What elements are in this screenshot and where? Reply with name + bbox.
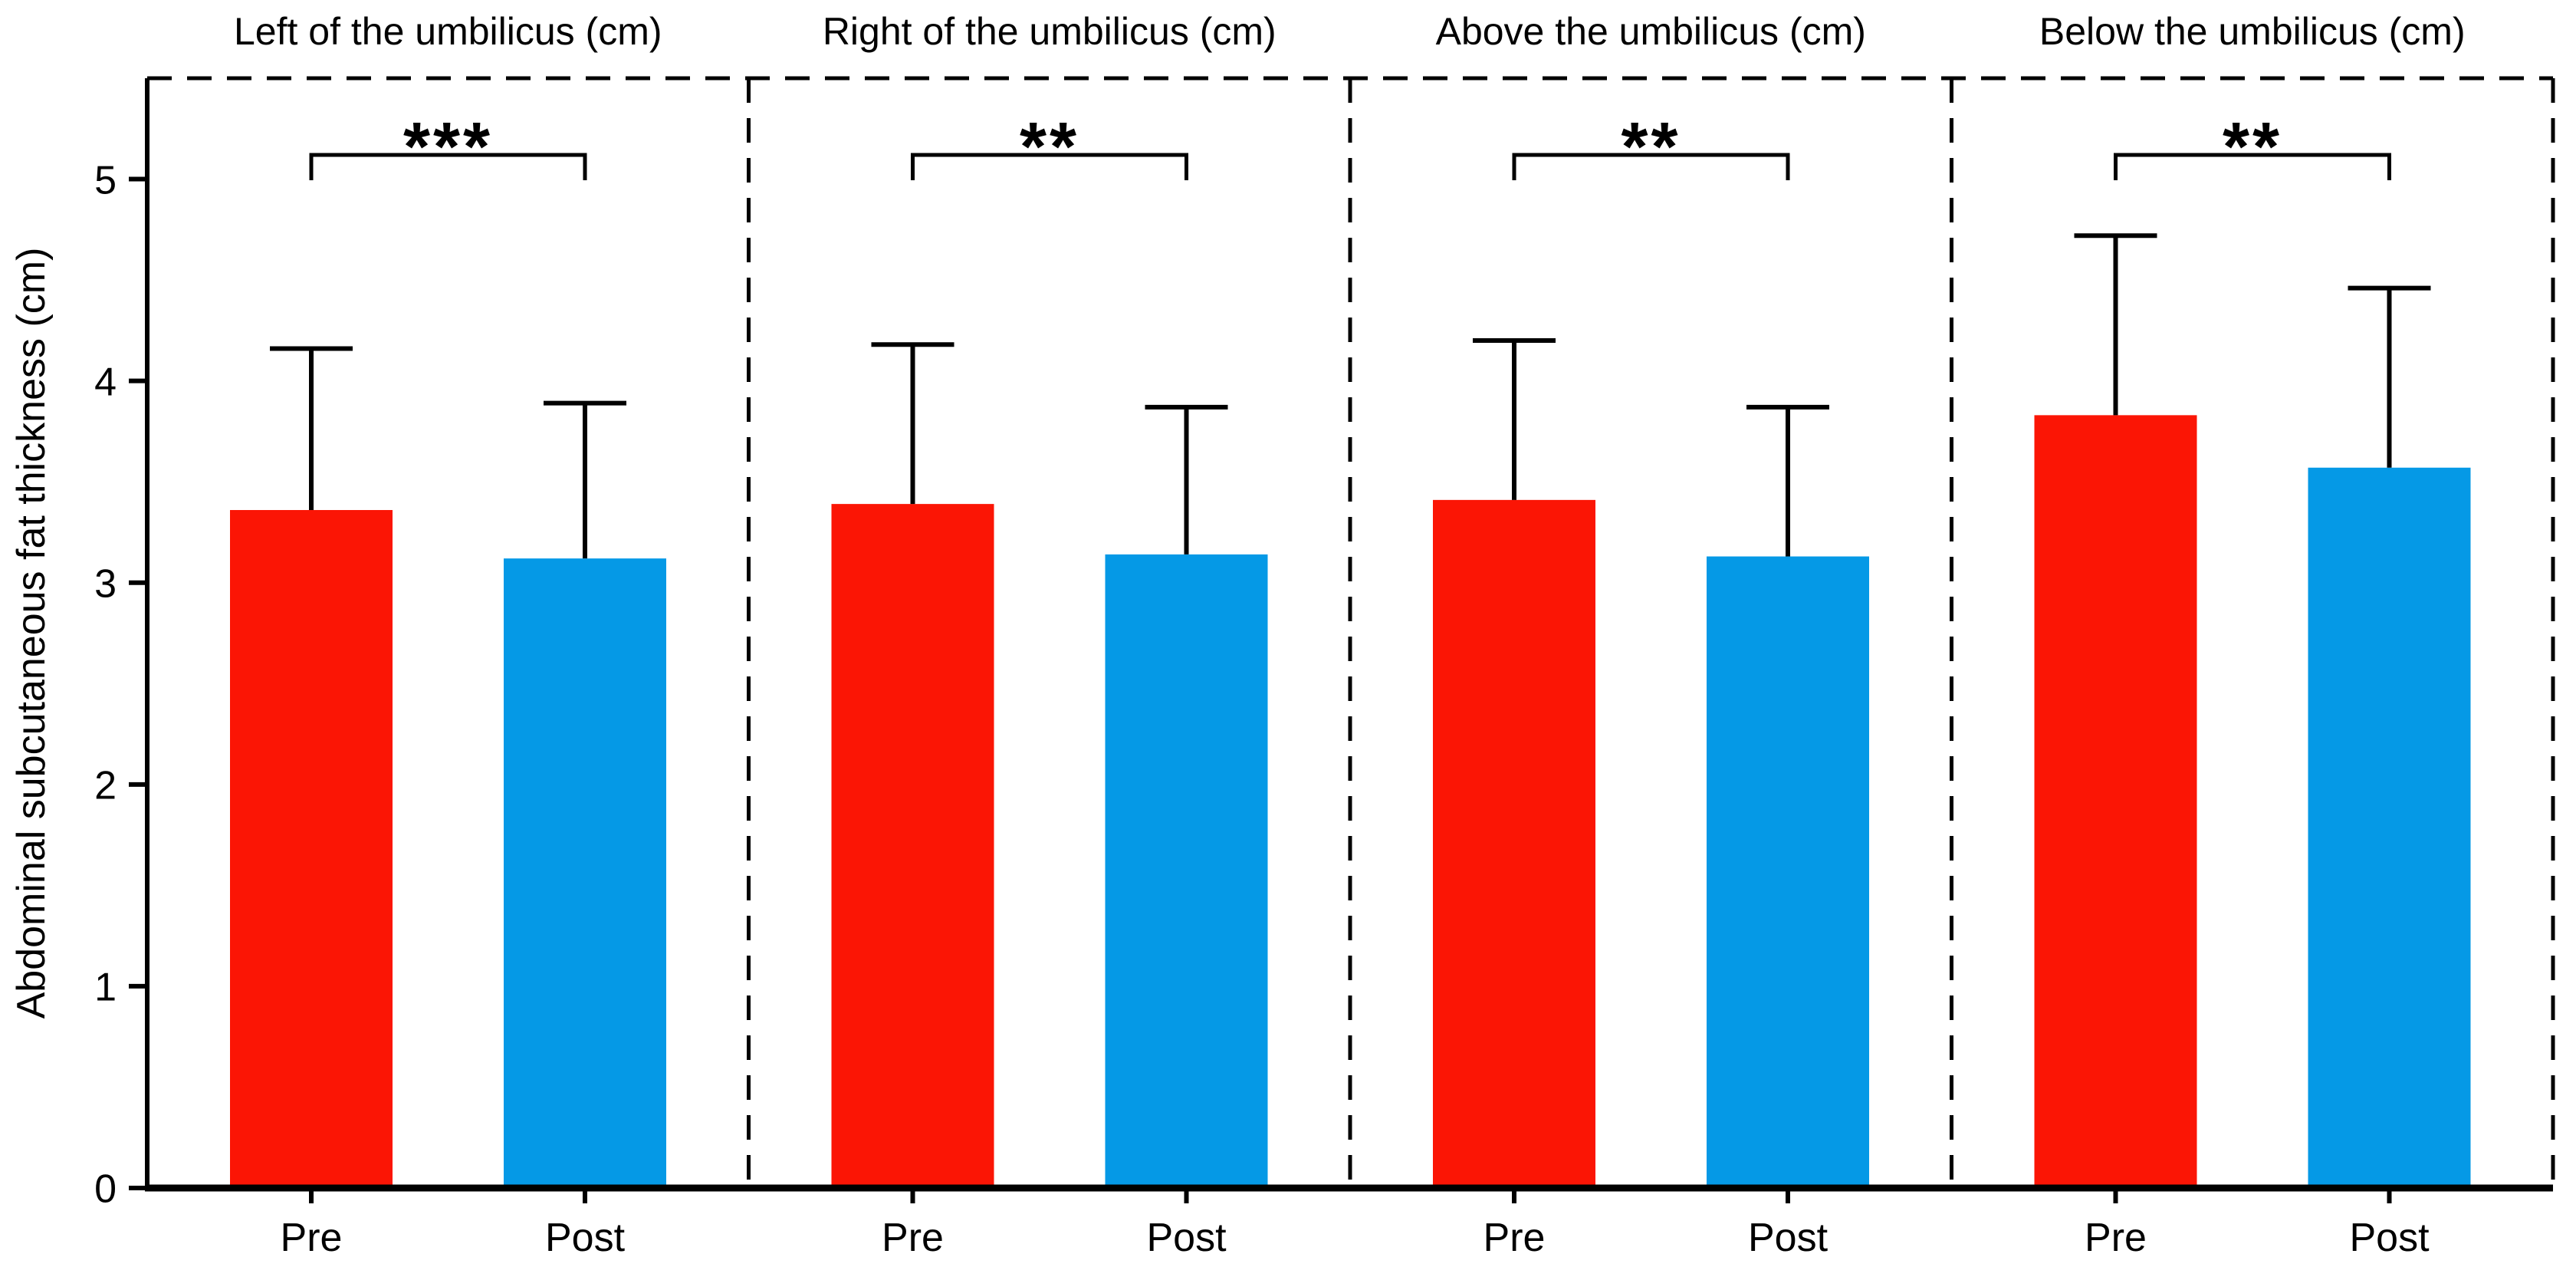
y-tick-label: 1 [94, 966, 117, 1010]
bar-post [1707, 556, 1869, 1188]
bar-post [1105, 554, 1268, 1188]
significance-bracket [2114, 153, 2391, 180]
x-tick-label: Post [1146, 1216, 1227, 1260]
y-axis-label: Abdominal subcutaneous fat thickness (cm… [9, 248, 54, 1019]
bar-post [504, 558, 666, 1188]
x-tick-label: Pre [2085, 1216, 2147, 1260]
panel-title: Below the umbilicus (cm) [2039, 10, 2466, 53]
x-tick-label: Pre [882, 1216, 944, 1260]
y-tick-label: 0 [94, 1167, 117, 1212]
x-tick-label: Post [1748, 1216, 1829, 1260]
x-tick-label: Pre [281, 1216, 343, 1260]
bar-pre [2034, 415, 2197, 1188]
panel-title: Above the umbilicus (cm) [1436, 10, 1866, 53]
y-tick-label: 3 [94, 561, 117, 606]
x-tick-label: Post [2349, 1216, 2430, 1260]
significance-stars: *** [403, 109, 493, 186]
bar-pre [230, 510, 393, 1188]
bar-post [2308, 467, 2471, 1188]
y-tick-label: 4 [94, 360, 117, 404]
significance-stars: ** [1621, 109, 1681, 186]
x-tick-label: Post [545, 1216, 626, 1260]
panel-title: Right of the umbilicus (cm) [823, 10, 1276, 53]
x-tick-label: Pre [1484, 1216, 1546, 1260]
significance-bracket [309, 153, 587, 180]
significance-bracket [911, 153, 1188, 180]
significance-stars: ** [1020, 109, 1079, 186]
y-tick-label: 2 [94, 764, 117, 808]
bar-pre [831, 504, 994, 1188]
bar-pre [1433, 499, 1595, 1188]
significance-stars: ** [2223, 109, 2282, 186]
y-tick-label: 5 [94, 158, 117, 202]
panel-title: Left of the umbilicus (cm) [234, 10, 662, 53]
significance-bracket [1512, 153, 1790, 180]
